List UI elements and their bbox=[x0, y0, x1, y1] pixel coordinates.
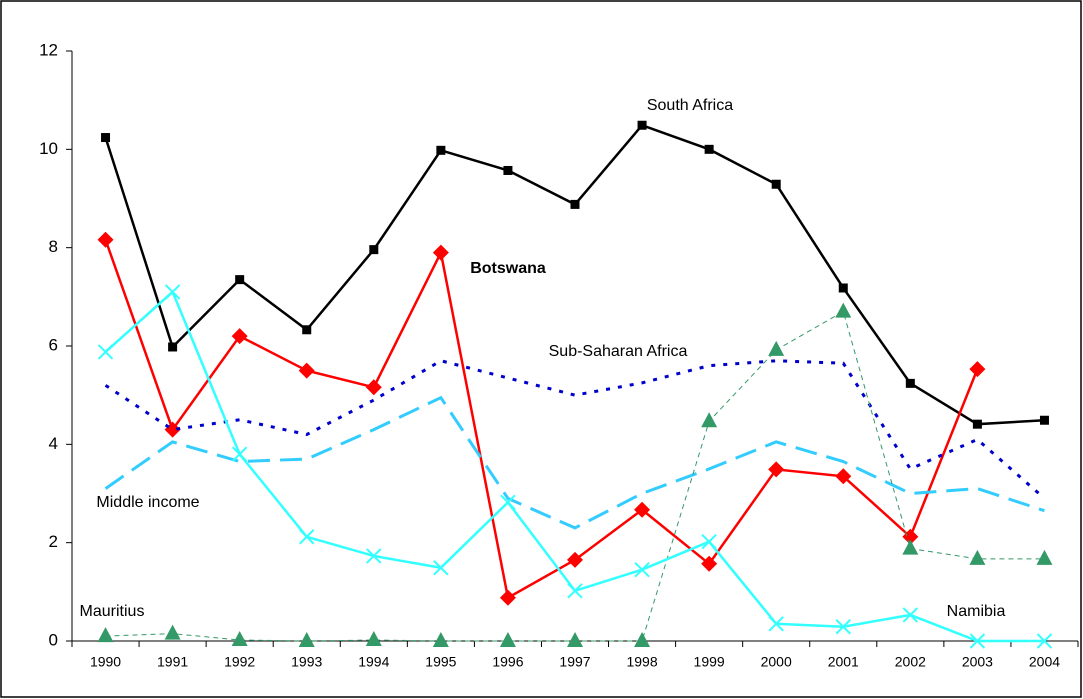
marker bbox=[298, 362, 315, 379]
x-tick-label: 1998 bbox=[626, 654, 657, 670]
marker bbox=[1036, 633, 1053, 649]
marker bbox=[500, 494, 516, 511]
series-label: Botswana bbox=[470, 260, 546, 277]
marker bbox=[432, 244, 449, 261]
marker bbox=[101, 133, 111, 143]
marker bbox=[231, 631, 248, 647]
marker bbox=[503, 165, 513, 175]
marker bbox=[231, 446, 248, 462]
marker bbox=[701, 555, 718, 572]
series-line bbox=[104, 239, 979, 600]
marker bbox=[969, 549, 986, 565]
marker bbox=[701, 412, 718, 428]
series-label: South Africa bbox=[647, 97, 733, 114]
marker bbox=[567, 583, 583, 599]
series-label: Mauritius bbox=[80, 603, 145, 620]
marker bbox=[499, 632, 516, 647]
x-tick-label: 1999 bbox=[694, 654, 725, 670]
y-tick-label: 4 bbox=[49, 434, 58, 453]
marker bbox=[969, 361, 986, 378]
series-line bbox=[104, 395, 1045, 530]
marker bbox=[302, 325, 312, 335]
marker bbox=[298, 632, 315, 647]
marker bbox=[567, 632, 583, 647]
marker bbox=[637, 120, 647, 130]
marker bbox=[905, 378, 915, 388]
marker bbox=[436, 145, 446, 155]
marker bbox=[835, 302, 852, 318]
marker bbox=[231, 328, 248, 345]
y-tick-label: 2 bbox=[49, 532, 58, 551]
marker bbox=[567, 551, 583, 568]
marker bbox=[768, 616, 784, 632]
marker bbox=[1036, 549, 1053, 565]
marker bbox=[499, 589, 516, 606]
marker bbox=[164, 284, 181, 300]
y-tick-label: 0 bbox=[49, 630, 58, 649]
marker bbox=[634, 632, 651, 647]
marker bbox=[835, 468, 852, 485]
marker bbox=[972, 419, 982, 429]
marker bbox=[835, 619, 851, 635]
marker bbox=[97, 231, 114, 248]
marker bbox=[902, 539, 919, 555]
marker bbox=[97, 627, 114, 643]
x-tick-label: 1990 bbox=[90, 654, 121, 670]
x-tick-label: 1995 bbox=[425, 654, 456, 670]
x-tick-label: 1992 bbox=[224, 654, 255, 670]
x-tick-label: 1994 bbox=[358, 654, 389, 670]
x-tick-label: 1997 bbox=[559, 654, 590, 670]
x-tick-label: 1993 bbox=[291, 654, 322, 670]
x-tick-label: 2002 bbox=[895, 654, 926, 670]
series-label: Sub-Saharan Africa bbox=[549, 343, 688, 360]
marker bbox=[164, 624, 181, 640]
x-tick-label: 2003 bbox=[962, 654, 993, 670]
series-label: Middle income bbox=[96, 494, 199, 511]
marker bbox=[432, 632, 449, 647]
series-line bbox=[104, 359, 1046, 500]
x-tick-label: 1996 bbox=[492, 654, 523, 670]
x-tick-label: 2004 bbox=[1029, 654, 1060, 670]
marker bbox=[838, 283, 848, 293]
y-tick-label: 6 bbox=[49, 335, 58, 354]
marker bbox=[366, 548, 382, 564]
marker bbox=[768, 461, 785, 478]
x-tick-label: 1991 bbox=[157, 654, 188, 670]
series-label: Namibia bbox=[947, 603, 1006, 620]
marker bbox=[771, 179, 781, 189]
marker bbox=[634, 562, 650, 578]
marker bbox=[570, 199, 580, 209]
marker bbox=[1039, 415, 1049, 425]
marker bbox=[235, 275, 245, 285]
y-tick-label: 8 bbox=[49, 237, 58, 256]
marker bbox=[701, 533, 717, 550]
marker bbox=[768, 340, 785, 356]
y-tick-label: 10 bbox=[39, 139, 58, 158]
x-tick-label: 2001 bbox=[828, 654, 859, 670]
marker bbox=[369, 245, 379, 255]
marker bbox=[704, 144, 714, 154]
marker bbox=[97, 344, 114, 360]
x-tick-label: 2000 bbox=[761, 654, 792, 670]
marker bbox=[433, 560, 449, 576]
marker bbox=[168, 342, 178, 352]
marker bbox=[634, 501, 651, 518]
y-tick-label: 12 bbox=[39, 40, 58, 59]
marker bbox=[902, 607, 919, 623]
marker bbox=[299, 529, 315, 545]
marker bbox=[365, 379, 382, 396]
marker bbox=[365, 631, 382, 647]
marker bbox=[969, 633, 986, 649]
